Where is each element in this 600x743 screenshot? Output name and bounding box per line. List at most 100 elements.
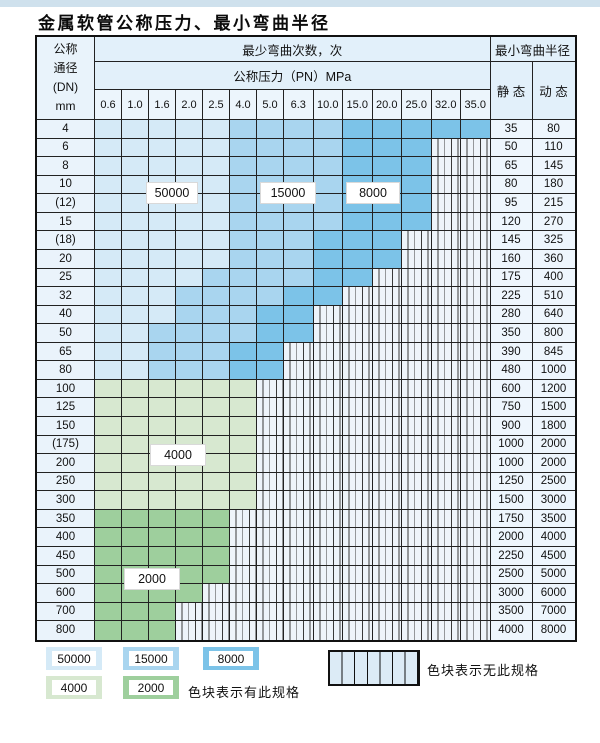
spec-cell bbox=[284, 138, 314, 158]
legend-has-spec-label: 色块表示有此规格 bbox=[188, 685, 301, 700]
spec-cell bbox=[257, 342, 284, 362]
spec-cell bbox=[431, 509, 461, 529]
spec-cell bbox=[95, 305, 122, 325]
spec-cell bbox=[230, 546, 257, 566]
spec-cell bbox=[284, 528, 314, 547]
spec-cell bbox=[257, 528, 284, 547]
spec-cell bbox=[431, 268, 461, 288]
spec-cell bbox=[257, 157, 284, 176]
spec-cell bbox=[149, 268, 176, 288]
spec-cell bbox=[230, 491, 257, 510]
spec-cell bbox=[122, 120, 149, 139]
pressure-col-header: 2.5 bbox=[203, 90, 230, 120]
pressure-col-header: 25.0 bbox=[402, 90, 432, 120]
spec-cell bbox=[257, 472, 284, 492]
spec-cell bbox=[176, 602, 203, 622]
spec-cell bbox=[203, 287, 230, 306]
static-cell: 280 bbox=[490, 305, 533, 325]
spec-cell bbox=[257, 138, 284, 158]
spec-cell bbox=[431, 602, 461, 622]
spec-cell bbox=[95, 602, 122, 622]
spec-cell bbox=[95, 175, 122, 195]
spec-cell bbox=[230, 268, 257, 288]
dn-header-line: (DN) bbox=[52, 80, 79, 95]
spec-cell bbox=[149, 361, 176, 380]
pressure-col-header: 20.0 bbox=[372, 90, 402, 120]
spec-cell bbox=[343, 546, 373, 566]
spec-cell bbox=[176, 342, 203, 362]
spec-cell bbox=[284, 268, 314, 288]
spec-cell bbox=[230, 379, 257, 399]
spec-cell bbox=[203, 472, 230, 492]
dn-cell: 700 bbox=[37, 602, 95, 622]
static-cell: 480 bbox=[490, 361, 533, 380]
spec-cell bbox=[431, 621, 461, 640]
spec-cell bbox=[230, 602, 257, 622]
dynamic-cell: 180 bbox=[532, 175, 575, 195]
spec-cell bbox=[313, 602, 343, 622]
spec-cell bbox=[372, 584, 402, 603]
spec-cell bbox=[313, 584, 343, 603]
spec-cell bbox=[122, 509, 149, 529]
spec-cell bbox=[372, 231, 402, 250]
spec-cell bbox=[461, 621, 491, 640]
dynamic-cell: 1500 bbox=[532, 398, 575, 417]
spec-cell bbox=[461, 528, 491, 547]
dn-cell: 800 bbox=[37, 621, 95, 640]
spec-cell bbox=[313, 305, 343, 325]
spec-cell bbox=[149, 472, 176, 492]
spec-cell bbox=[257, 435, 284, 455]
spec-cell bbox=[149, 249, 176, 269]
spec-cell bbox=[284, 324, 314, 343]
legend-swatch-value: 15000 bbox=[129, 651, 173, 666]
static-cell: 1750 bbox=[490, 509, 533, 529]
spec-cell bbox=[372, 212, 402, 232]
dynamic-cell: 215 bbox=[532, 194, 575, 213]
spec-cell bbox=[149, 398, 176, 417]
spec-cell bbox=[402, 509, 432, 529]
dn-cell: 32 bbox=[37, 287, 95, 306]
pressure-col-header: 2.0 bbox=[176, 90, 203, 120]
spec-cell bbox=[431, 194, 461, 213]
spec-cell bbox=[313, 454, 343, 473]
spec-cell bbox=[431, 249, 461, 269]
dn-cell: (12) bbox=[37, 194, 95, 213]
spec-cell bbox=[203, 212, 230, 232]
spec-cell bbox=[122, 528, 149, 547]
spec-cell bbox=[122, 491, 149, 510]
page-title: 金属软管公称压力、最小弯曲半径 bbox=[38, 14, 331, 34]
spec-cell bbox=[284, 157, 314, 176]
static-cell: 900 bbox=[490, 417, 533, 436]
spec-cell bbox=[313, 379, 343, 399]
spec-cell bbox=[257, 398, 284, 417]
dynamic-cell: 5000 bbox=[532, 565, 575, 585]
spec-cell bbox=[95, 528, 122, 547]
spec-cell bbox=[372, 287, 402, 306]
spec-cell bbox=[402, 212, 432, 232]
dn-cell: 40 bbox=[37, 305, 95, 325]
spec-cell bbox=[284, 417, 314, 436]
spec-cell bbox=[230, 398, 257, 417]
spec-cell bbox=[230, 120, 257, 139]
dynamic-cell: 2000 bbox=[532, 454, 575, 473]
spec-cell bbox=[230, 454, 257, 473]
static-cell: 35 bbox=[490, 120, 533, 139]
spec-cell bbox=[230, 342, 257, 362]
spec-cell bbox=[95, 361, 122, 380]
spec-cell bbox=[431, 138, 461, 158]
spec-cell bbox=[343, 509, 373, 529]
spec-cell bbox=[122, 342, 149, 362]
dn-cell: 4 bbox=[37, 120, 95, 139]
pressure-col-header: 1.6 bbox=[149, 90, 176, 120]
spec-cell bbox=[461, 305, 491, 325]
spec-cell bbox=[313, 287, 343, 306]
spec-cell bbox=[95, 472, 122, 492]
spec-cell bbox=[343, 602, 373, 622]
spec-cell bbox=[95, 621, 122, 640]
spec-cell bbox=[402, 120, 432, 139]
spec-cell bbox=[284, 231, 314, 250]
spec-cell bbox=[203, 194, 230, 213]
spec-cell bbox=[343, 454, 373, 473]
dynamic-cell: 510 bbox=[532, 287, 575, 306]
dn-header-line: 通径 bbox=[53, 61, 78, 76]
